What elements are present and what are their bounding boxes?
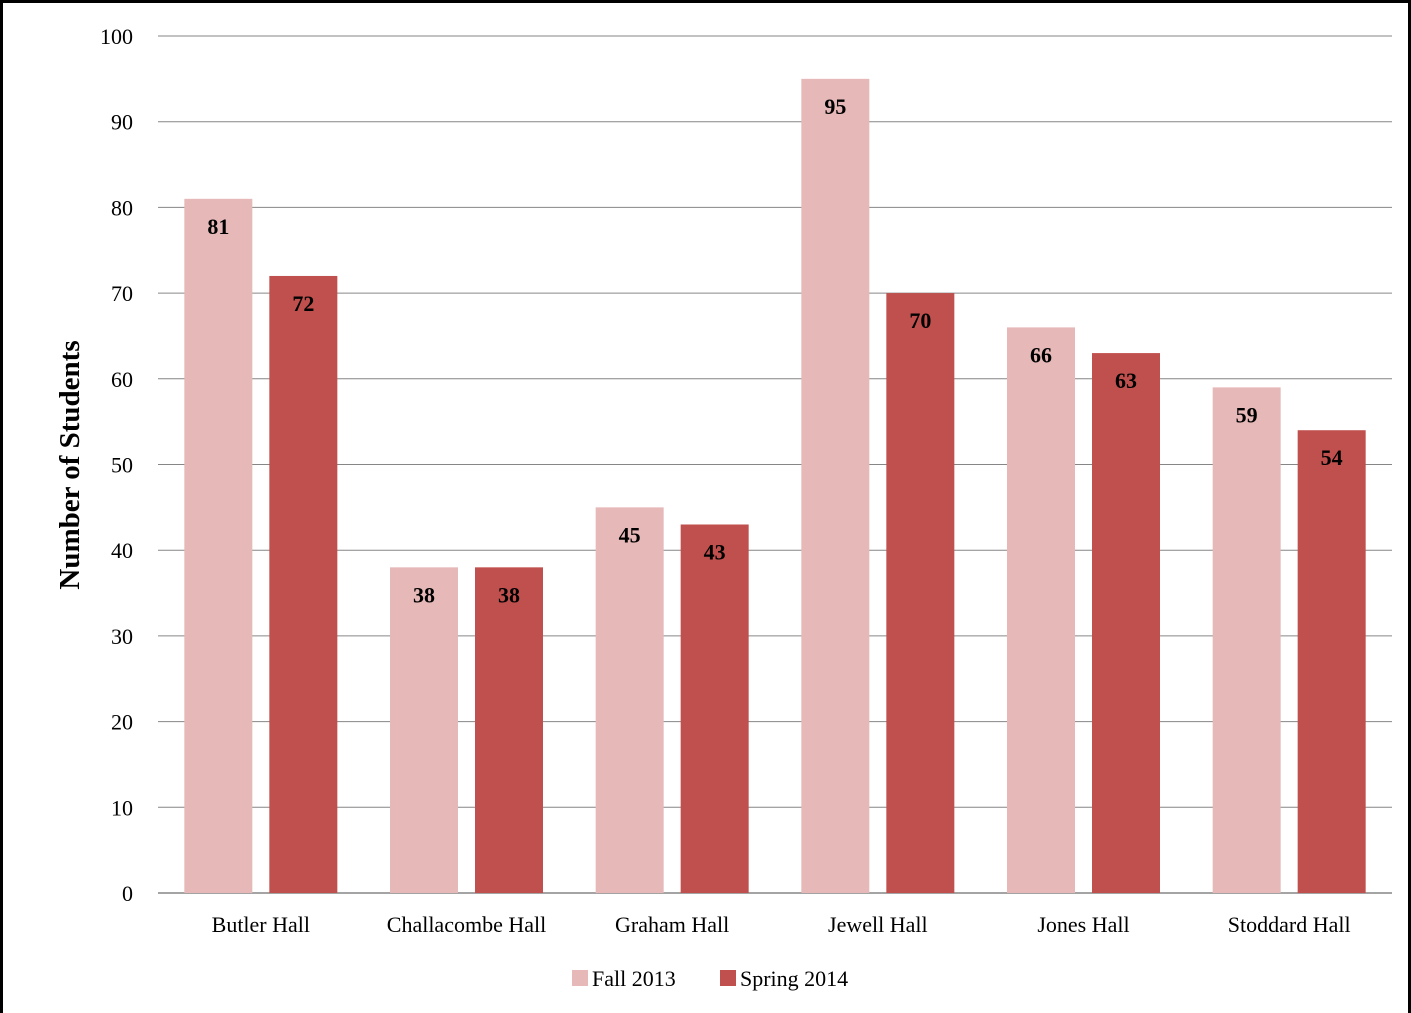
x-category-label: Butler Hall (212, 912, 310, 937)
legend-label: Spring 2014 (740, 966, 848, 991)
y-tick-label: 20 (111, 710, 133, 735)
data-label: 45 (619, 522, 641, 547)
legend-label: Fall 2013 (592, 966, 676, 991)
bars (184, 78, 1366, 894)
data-label: 63 (1115, 368, 1137, 393)
legend: Fall 2013 Spring 2014 (572, 966, 848, 991)
y-tick-label: 30 (111, 624, 133, 649)
bar (680, 524, 749, 893)
data-label: 95 (824, 94, 846, 119)
data-labels: 81 72 38 38 45 43 95 70 66 63 59 54 (207, 94, 1342, 607)
y-tick-label: 100 (100, 24, 133, 49)
y-tick-label: 70 (111, 281, 133, 306)
y-tick-label: 50 (111, 453, 133, 478)
legend-swatch (572, 970, 588, 986)
data-label: 38 (413, 582, 435, 607)
y-tick-label: 0 (122, 881, 133, 906)
x-category-label: Jewell Hall (828, 912, 928, 937)
x-category-label: Graham Hall (615, 912, 729, 937)
bar (475, 567, 543, 893)
data-label: 66 (1030, 342, 1052, 367)
y-axis-ticks: 0 10 20 30 40 50 60 70 80 90 100 (100, 24, 133, 906)
data-label: 38 (498, 582, 520, 607)
bar (269, 275, 338, 894)
y-tick-label: 80 (111, 195, 133, 220)
y-tick-label: 60 (111, 367, 133, 392)
x-category-label: Challacombe Hall (387, 912, 546, 937)
bar (886, 293, 955, 894)
bar (1007, 327, 1075, 893)
bar (595, 507, 664, 893)
bar (390, 567, 458, 893)
bar (1212, 387, 1281, 893)
bar (1297, 430, 1366, 893)
x-category-label: Stoddard Hall (1228, 912, 1351, 937)
gridlines (158, 35, 1392, 894)
bar (1092, 353, 1160, 894)
data-label: 43 (704, 539, 726, 564)
bar (801, 78, 870, 894)
data-label: 72 (292, 291, 314, 316)
y-tick-label: 10 (111, 795, 133, 820)
data-label: 81 (207, 214, 229, 239)
y-tick-label: 40 (111, 538, 133, 563)
x-axis-categories: Butler Hall Challacombe Hall Graham Hall Je… (212, 912, 1351, 937)
bar (184, 198, 253, 893)
legend-swatch (720, 970, 736, 986)
x-category-label: Jones Hall (1037, 912, 1129, 937)
y-tick-label: 90 (111, 110, 133, 135)
data-label: 70 (909, 308, 931, 333)
data-label: 54 (1321, 445, 1343, 470)
data-label: 59 (1236, 402, 1258, 427)
y-axis-label: Number of Students (54, 340, 86, 589)
